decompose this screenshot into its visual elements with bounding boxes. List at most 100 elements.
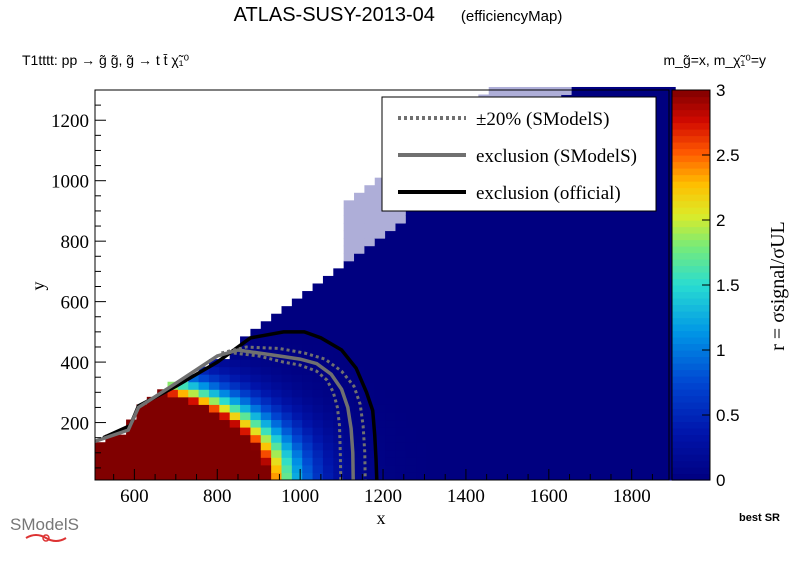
heatmap-cell	[633, 321, 645, 330]
heatmap-cell	[364, 411, 376, 421]
heatmap-cell	[602, 162, 614, 171]
heatmap-cell	[613, 260, 624, 269]
heatmap-cell	[436, 260, 448, 269]
heatmap-cell	[550, 124, 562, 133]
heatmap-cell	[198, 427, 210, 436]
heatmap-cell	[385, 200, 396, 209]
heatmap-cell	[385, 260, 396, 269]
heatmap-cell	[478, 427, 490, 436]
heatmap-cell	[229, 457, 241, 466]
heatmap-cell	[405, 207, 417, 216]
heatmap-cell	[457, 427, 469, 436]
heatmap-cell	[613, 162, 624, 171]
heatmap-cell	[540, 200, 552, 209]
heatmap-cell	[550, 260, 562, 269]
heatmap-cell	[291, 343, 303, 353]
colorbar-band	[672, 382, 710, 390]
heatmap-cell	[468, 200, 479, 209]
heatmap-cell	[364, 260, 376, 269]
heatmap-cell	[478, 291, 490, 300]
best-sr-label: best SR	[739, 512, 780, 524]
heatmap-cell	[478, 207, 490, 216]
heatmap-cell	[664, 298, 676, 307]
heatmap-cell	[343, 298, 355, 307]
heatmap-cell	[354, 238, 365, 247]
heatmap-cell	[488, 245, 500, 254]
heatmap-cell	[426, 427, 438, 436]
heatmap-cell	[509, 268, 521, 277]
heatmap-cell	[602, 283, 614, 292]
heatmap-cell	[208, 449, 220, 458]
heatmap-cell	[240, 336, 251, 345]
colorbar-band	[672, 460, 710, 468]
heatmap-cell	[188, 389, 200, 398]
heatmap-cell	[447, 268, 459, 277]
heatmap-cell	[333, 359, 345, 368]
heatmap-cell	[208, 381, 220, 390]
heatmap-cell	[530, 230, 542, 239]
heatmap-cell	[167, 381, 179, 390]
heatmap-cell	[664, 102, 676, 111]
heatmap-cell	[550, 238, 562, 247]
heatmap-cell	[550, 449, 562, 458]
heatmap-cell	[519, 275, 531, 284]
heatmap-cell	[664, 230, 676, 239]
heatmap-cell	[530, 306, 542, 315]
heatmap-cell	[571, 170, 583, 179]
heatmap-cell	[519, 268, 531, 277]
heatmap-cell	[416, 268, 428, 277]
heatmap-cell	[157, 427, 169, 436]
heatmap-cell	[457, 464, 469, 473]
heatmap-cell	[157, 419, 169, 428]
colorbar-band	[672, 252, 710, 260]
heatmap-cell	[250, 381, 262, 390]
heatmap-cell	[468, 283, 479, 292]
heatmap-cell	[550, 155, 562, 164]
heatmap-cell	[519, 162, 531, 171]
heatmap-cell	[374, 442, 386, 451]
heatmap-cell	[509, 86, 521, 96]
heatmap-cell	[291, 464, 303, 473]
heatmap-cell	[654, 434, 666, 443]
heatmap-cell	[240, 449, 251, 458]
heatmap-cell	[240, 396, 251, 405]
heatmap-cell	[322, 366, 334, 375]
heatmap-cell	[664, 351, 676, 360]
heatmap-cell	[519, 245, 531, 254]
heatmap-cell	[343, 419, 355, 428]
heatmap-cell	[571, 313, 583, 322]
heatmap-cell	[322, 434, 334, 443]
colorbar-frame	[671, 89, 711, 481]
heatmap-cell	[602, 230, 614, 239]
heatmap-cell	[550, 442, 562, 451]
heatmap-cell	[613, 472, 624, 481]
curve--20-upper	[233, 351, 343, 481]
heatmap-cell	[519, 109, 531, 118]
heatmap-cell	[499, 117, 510, 126]
heatmap-cell	[95, 449, 106, 458]
heatmap-cell	[509, 351, 521, 360]
heatmap-cell	[447, 238, 459, 247]
heatmap-cell	[354, 200, 365, 209]
heatmap-cell	[157, 411, 169, 421]
heatmap-cell	[457, 328, 469, 337]
heatmap-cell	[405, 260, 417, 269]
heatmap-cell	[405, 283, 417, 292]
heatmap-cell	[571, 291, 583, 300]
heatmap-cell	[312, 464, 324, 473]
heatmap-cell	[499, 306, 510, 315]
heatmap-cell	[364, 291, 376, 300]
heatmap-cell	[385, 427, 396, 436]
heatmap-cell	[271, 336, 282, 345]
heatmap-cell	[457, 411, 469, 421]
heatmap-cell	[343, 472, 355, 481]
heatmap-cell	[219, 472, 231, 481]
heatmap-cell	[654, 268, 666, 277]
heatmap-cell	[561, 132, 573, 141]
heatmap-cell	[592, 147, 604, 156]
heatmap-cell	[571, 192, 583, 201]
heatmap-cell	[105, 464, 117, 473]
heatmap-cell	[644, 260, 655, 269]
heatmap-cell	[499, 275, 510, 284]
colorbar-band	[672, 363, 710, 371]
